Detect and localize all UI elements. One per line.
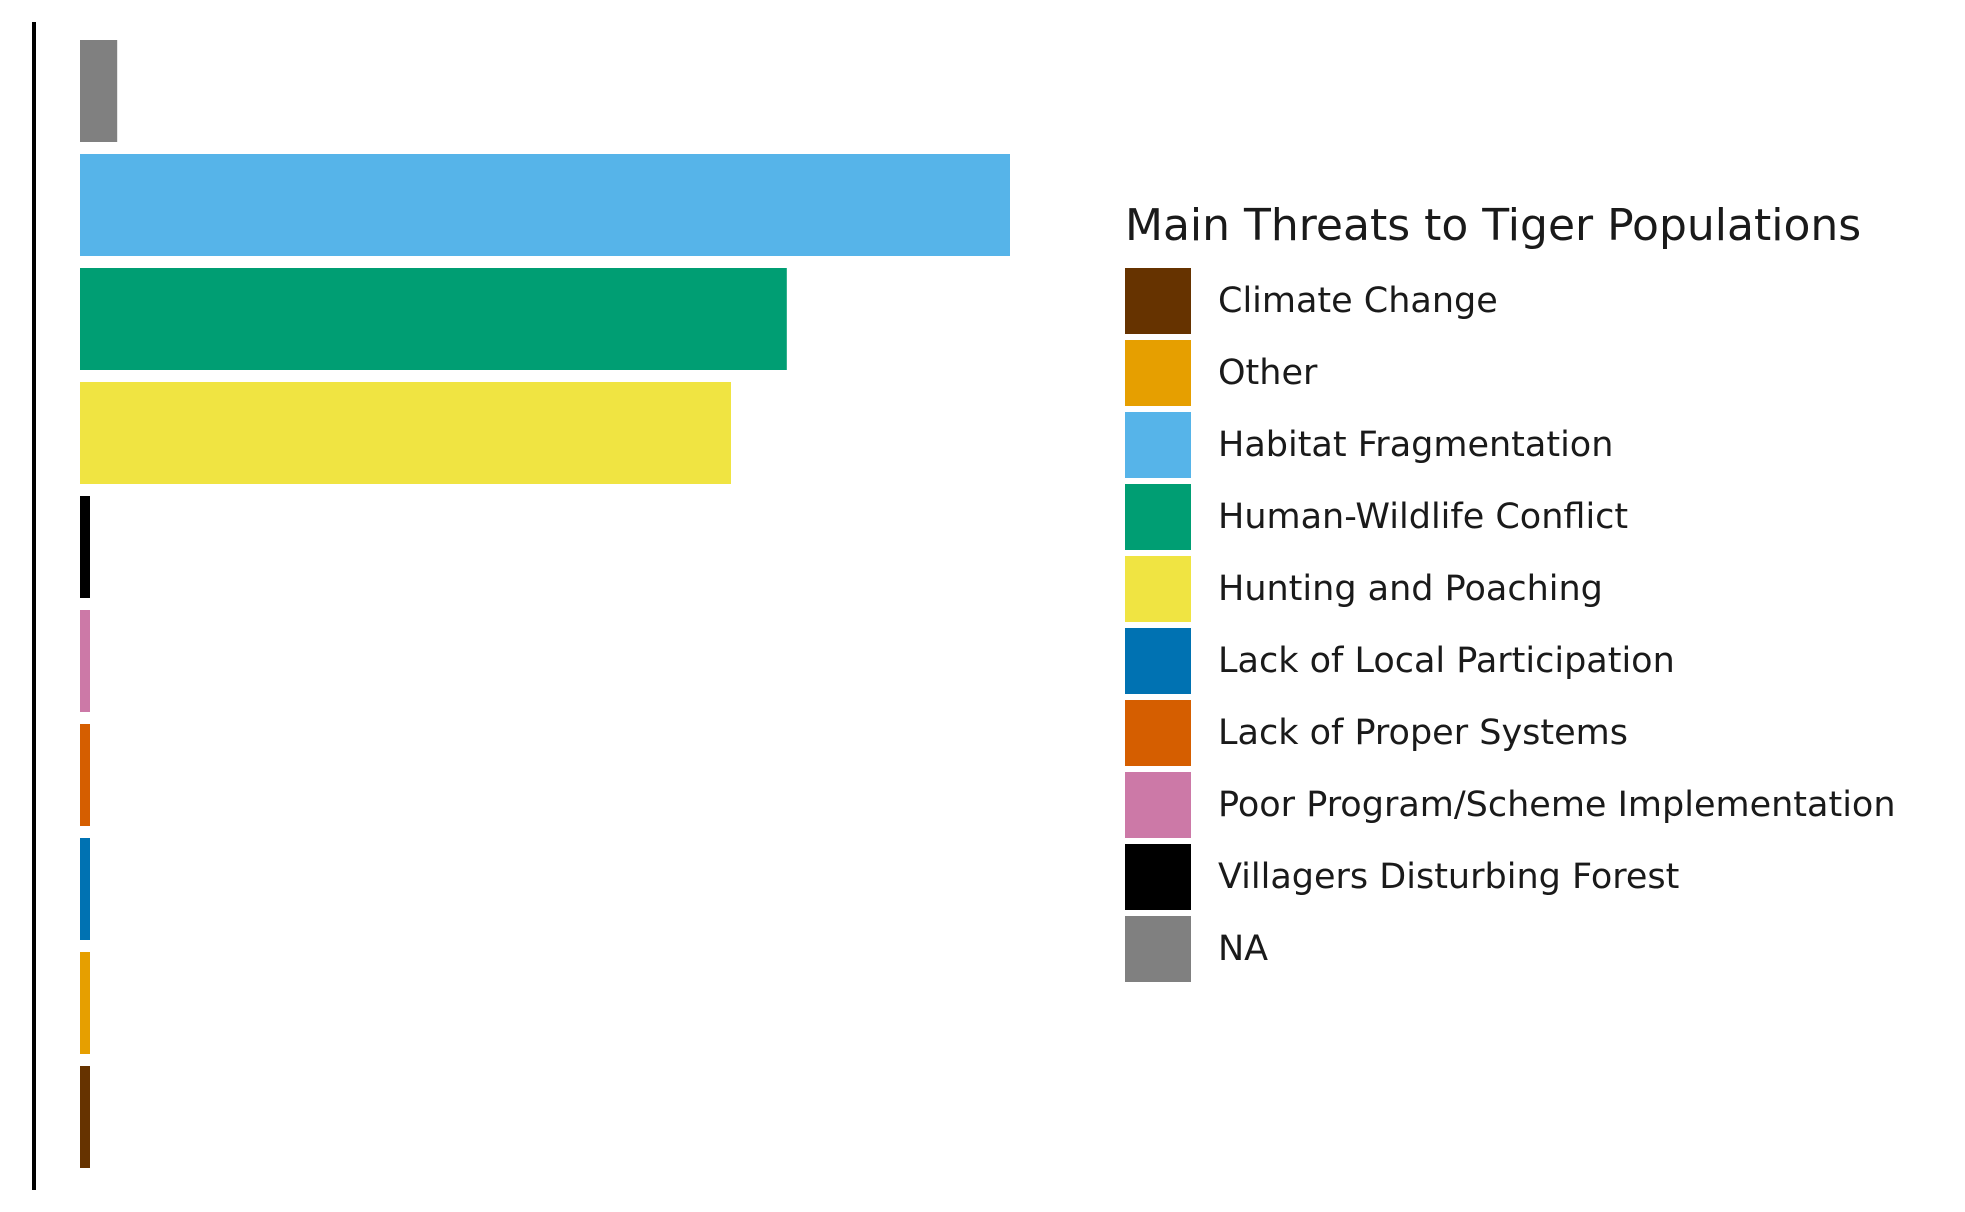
legend-label: Habitat Fragmentation bbox=[1218, 425, 1614, 465]
legend-label: Human-Wildlife Conflict bbox=[1218, 497, 1629, 537]
legend-item: Poor Program/Scheme Implementation bbox=[1125, 769, 1896, 841]
bar-habitat-fragmentation bbox=[80, 154, 1010, 256]
legend-key bbox=[1125, 268, 1191, 334]
bar-na bbox=[80, 40, 118, 142]
legend-label: Other bbox=[1218, 353, 1318, 393]
legend-label: Hunting and Poaching bbox=[1218, 569, 1603, 609]
legend-item: Climate Change bbox=[1125, 265, 1896, 337]
legend-item: Other bbox=[1125, 337, 1896, 409]
bar-hunting-and-poaching bbox=[80, 382, 731, 484]
legend-item: Villagers Disturbing Forest bbox=[1125, 841, 1896, 913]
legend-item: Lack of Proper Systems bbox=[1125, 697, 1896, 769]
legend-label: Villagers Disturbing Forest bbox=[1218, 857, 1680, 897]
legend-key bbox=[1125, 412, 1191, 478]
bar-human-wildlife-conflict bbox=[80, 268, 787, 370]
legend-item: Human-Wildlife Conflict bbox=[1125, 481, 1896, 553]
bar-lack-of-local-participation bbox=[80, 838, 90, 940]
bar-villagers-disturbing-forest bbox=[80, 496, 90, 598]
legend-key bbox=[1125, 484, 1191, 550]
legend-item: Habitat Fragmentation bbox=[1125, 409, 1896, 481]
legend-key bbox=[1125, 340, 1191, 406]
legend-item: Hunting and Poaching bbox=[1125, 553, 1896, 625]
legend-title: Main Threats to Tiger Populations bbox=[1125, 200, 1862, 251]
legend-items: Climate Change Other Habitat Fragmentation… bbox=[1125, 265, 1896, 985]
legend-item: Lack of Local Participation bbox=[1125, 625, 1896, 697]
legend-item: NA bbox=[1125, 913, 1896, 985]
legend-label: Lack of Proper Systems bbox=[1218, 713, 1628, 753]
legend-key bbox=[1125, 772, 1191, 838]
legend: Main Threats to Tiger Populations Climat… bbox=[1125, 200, 1896, 985]
legend-label: NA bbox=[1218, 929, 1269, 969]
legend-label: Poor Program/Scheme Implementation bbox=[1218, 785, 1896, 825]
legend-key bbox=[1125, 556, 1191, 622]
bars-group bbox=[80, 40, 1010, 1168]
legend-label: Lack of Local Participation bbox=[1218, 641, 1675, 681]
bar-other bbox=[80, 952, 90, 1054]
legend-key bbox=[1125, 916, 1191, 982]
bar-climate-change bbox=[80, 1066, 90, 1168]
legend-key bbox=[1125, 844, 1191, 910]
bar-lack-of-proper-systems bbox=[80, 724, 90, 826]
bar-poor-program-scheme-implementation bbox=[80, 610, 90, 712]
legend-label: Climate Change bbox=[1218, 281, 1498, 321]
legend-key bbox=[1125, 700, 1191, 766]
legend-key bbox=[1125, 628, 1191, 694]
